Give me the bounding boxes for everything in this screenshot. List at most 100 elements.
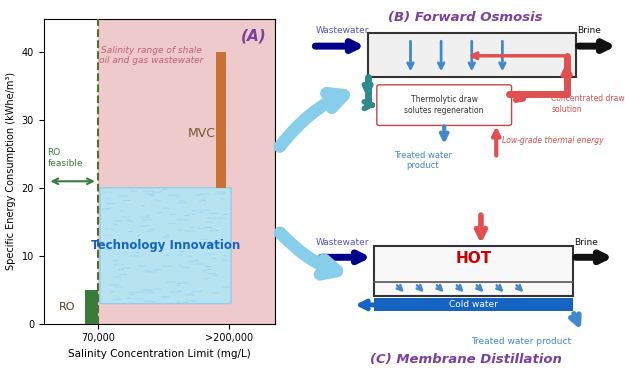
Circle shape [217,193,225,194]
Circle shape [201,239,208,240]
Circle shape [161,296,169,297]
Circle shape [112,246,119,247]
Circle shape [141,290,151,291]
Circle shape [115,243,124,244]
Circle shape [123,268,130,269]
Circle shape [179,251,184,252]
Text: Thermolytic draw
solutes regeneration: Thermolytic draw solutes regeneration [404,96,484,115]
Circle shape [142,219,152,220]
Circle shape [215,193,225,194]
Circle shape [144,191,154,192]
Circle shape [114,286,122,287]
Circle shape [223,214,228,215]
Circle shape [198,228,207,229]
Circle shape [177,219,187,220]
Text: Technology Innovation: Technology Innovation [91,239,240,252]
Circle shape [176,285,180,286]
Circle shape [208,227,212,228]
Circle shape [199,194,209,195]
Circle shape [182,267,189,268]
Text: Treated water product: Treated water product [471,337,571,346]
Circle shape [114,264,124,265]
Circle shape [190,260,198,261]
Text: (B) Forward Osmosis: (B) Forward Osmosis [388,11,543,24]
Text: Concentrated draw
solution: Concentrated draw solution [551,94,625,114]
Circle shape [146,193,154,194]
Circle shape [109,284,119,285]
FancyBboxPatch shape [100,188,231,304]
Circle shape [222,287,229,288]
Circle shape [129,294,135,295]
Circle shape [209,230,219,231]
Y-axis label: Specific Energy Consumption (kWhe/m³): Specific Energy Consumption (kWhe/m³) [6,72,16,270]
Text: HOT: HOT [455,251,491,266]
Circle shape [102,192,112,193]
Circle shape [199,209,209,211]
Circle shape [185,230,195,231]
Circle shape [168,223,176,224]
Circle shape [218,218,226,219]
Circle shape [162,189,167,190]
Circle shape [164,255,169,256]
Circle shape [206,269,212,270]
Circle shape [119,274,127,275]
Circle shape [177,202,187,203]
Bar [98,19,275,324]
Circle shape [146,292,154,293]
Circle shape [139,243,148,244]
Text: MVC: MVC [188,127,216,140]
Circle shape [169,214,176,215]
Circle shape [209,213,217,214]
Circle shape [153,269,161,270]
FancyBboxPatch shape [377,85,511,125]
Circle shape [208,273,216,274]
Circle shape [138,244,148,245]
Circle shape [100,209,109,210]
Text: Wastewater: Wastewater [316,26,369,35]
Circle shape [113,299,121,300]
Circle shape [106,198,111,199]
Circle shape [140,217,148,218]
Text: Brine: Brine [574,238,598,247]
Text: Treated water
product: Treated water product [394,151,452,170]
Circle shape [149,229,155,230]
Circle shape [163,297,169,298]
Circle shape [104,249,112,250]
Text: Wastewater: Wastewater [316,238,369,247]
Text: RO: RO [59,302,75,312]
Circle shape [144,301,154,302]
Circle shape [107,203,115,204]
Bar [374,246,573,296]
Circle shape [205,253,214,254]
Circle shape [131,191,137,192]
Text: Brine: Brine [578,26,601,35]
Bar [216,52,226,188]
Bar [374,298,573,311]
X-axis label: Salinity Concentration Limit (mg/L): Salinity Concentration Limit (mg/L) [68,349,251,359]
Bar [368,33,576,77]
Text: Salinity range of shale
oil and gas wastewater: Salinity range of shale oil and gas wast… [99,46,204,65]
Text: Cold water: Cold water [449,301,498,310]
Circle shape [118,269,124,270]
Bar [86,290,98,324]
Circle shape [122,253,128,254]
Circle shape [143,289,153,291]
Circle shape [192,291,202,292]
Circle shape [184,215,189,216]
Text: Low-grade thermal energy: Low-grade thermal energy [503,137,604,145]
Circle shape [168,195,177,196]
Circle shape [212,230,218,231]
Text: RO
feasible: RO feasible [48,148,83,168]
Circle shape [213,244,220,245]
Text: (A): (A) [241,28,266,43]
Circle shape [123,200,131,201]
Circle shape [140,225,149,226]
Circle shape [213,292,218,293]
Circle shape [106,208,111,209]
Circle shape [107,242,114,243]
Text: (C) Membrane Distillation: (C) Membrane Distillation [370,353,562,366]
Circle shape [184,302,188,303]
Circle shape [129,292,139,293]
Circle shape [144,270,151,271]
Circle shape [205,227,212,228]
